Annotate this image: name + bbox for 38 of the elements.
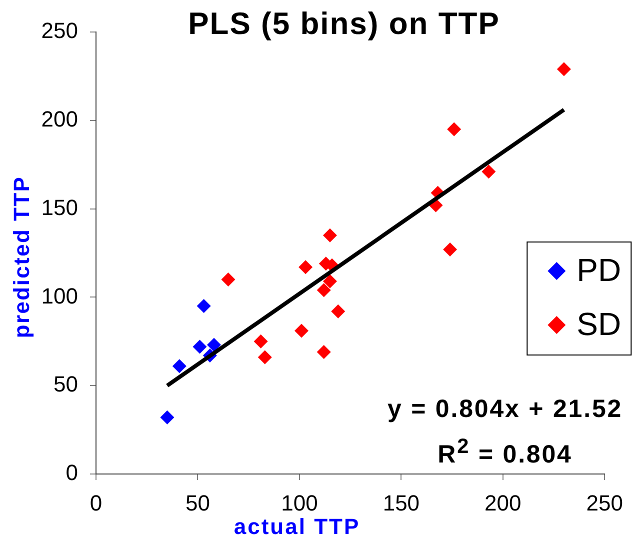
y-tick-label: 200 (41, 106, 78, 132)
x-tick-label: 150 (382, 490, 420, 516)
x-tick-label: 250 (586, 490, 624, 516)
point (221, 272, 236, 287)
point (160, 410, 174, 424)
point (482, 164, 496, 179)
legend-label: SD (576, 306, 622, 342)
point (443, 242, 458, 256)
point (322, 274, 337, 288)
chart-title: PLS (5 bins) on TTP (188, 5, 500, 43)
point (298, 260, 313, 274)
x-axis-title: actual TTP (234, 514, 360, 538)
x-tick-label: 200 (484, 490, 522, 516)
annotation: R$^{2}$ = 0.804 (436, 434, 574, 468)
point (322, 228, 337, 242)
y-axis-title: predicted TTP (9, 176, 34, 338)
point (447, 122, 462, 136)
point (172, 359, 186, 374)
annotation: y = 0.804x + 21.52 (386, 394, 624, 425)
point (294, 324, 308, 338)
y-tick-label: 250 (41, 18, 78, 44)
point (207, 338, 222, 352)
point (196, 299, 211, 314)
y-tick-label: 0 (66, 460, 78, 486)
point (331, 304, 346, 318)
point (316, 345, 331, 360)
y-tick-label: 150 (41, 194, 78, 220)
y-tick-label: 50 (54, 372, 78, 397)
point (192, 340, 207, 354)
point (258, 350, 272, 364)
y-tick-label: 100 (41, 283, 78, 308)
point (316, 283, 331, 298)
legend-label: PD (576, 252, 622, 288)
point (556, 62, 571, 76)
point (254, 334, 268, 348)
x-tick-label: 0 (90, 490, 102, 516)
x-tick-label: 100 (281, 490, 318, 516)
x-tick-label: 50 (185, 490, 210, 516)
